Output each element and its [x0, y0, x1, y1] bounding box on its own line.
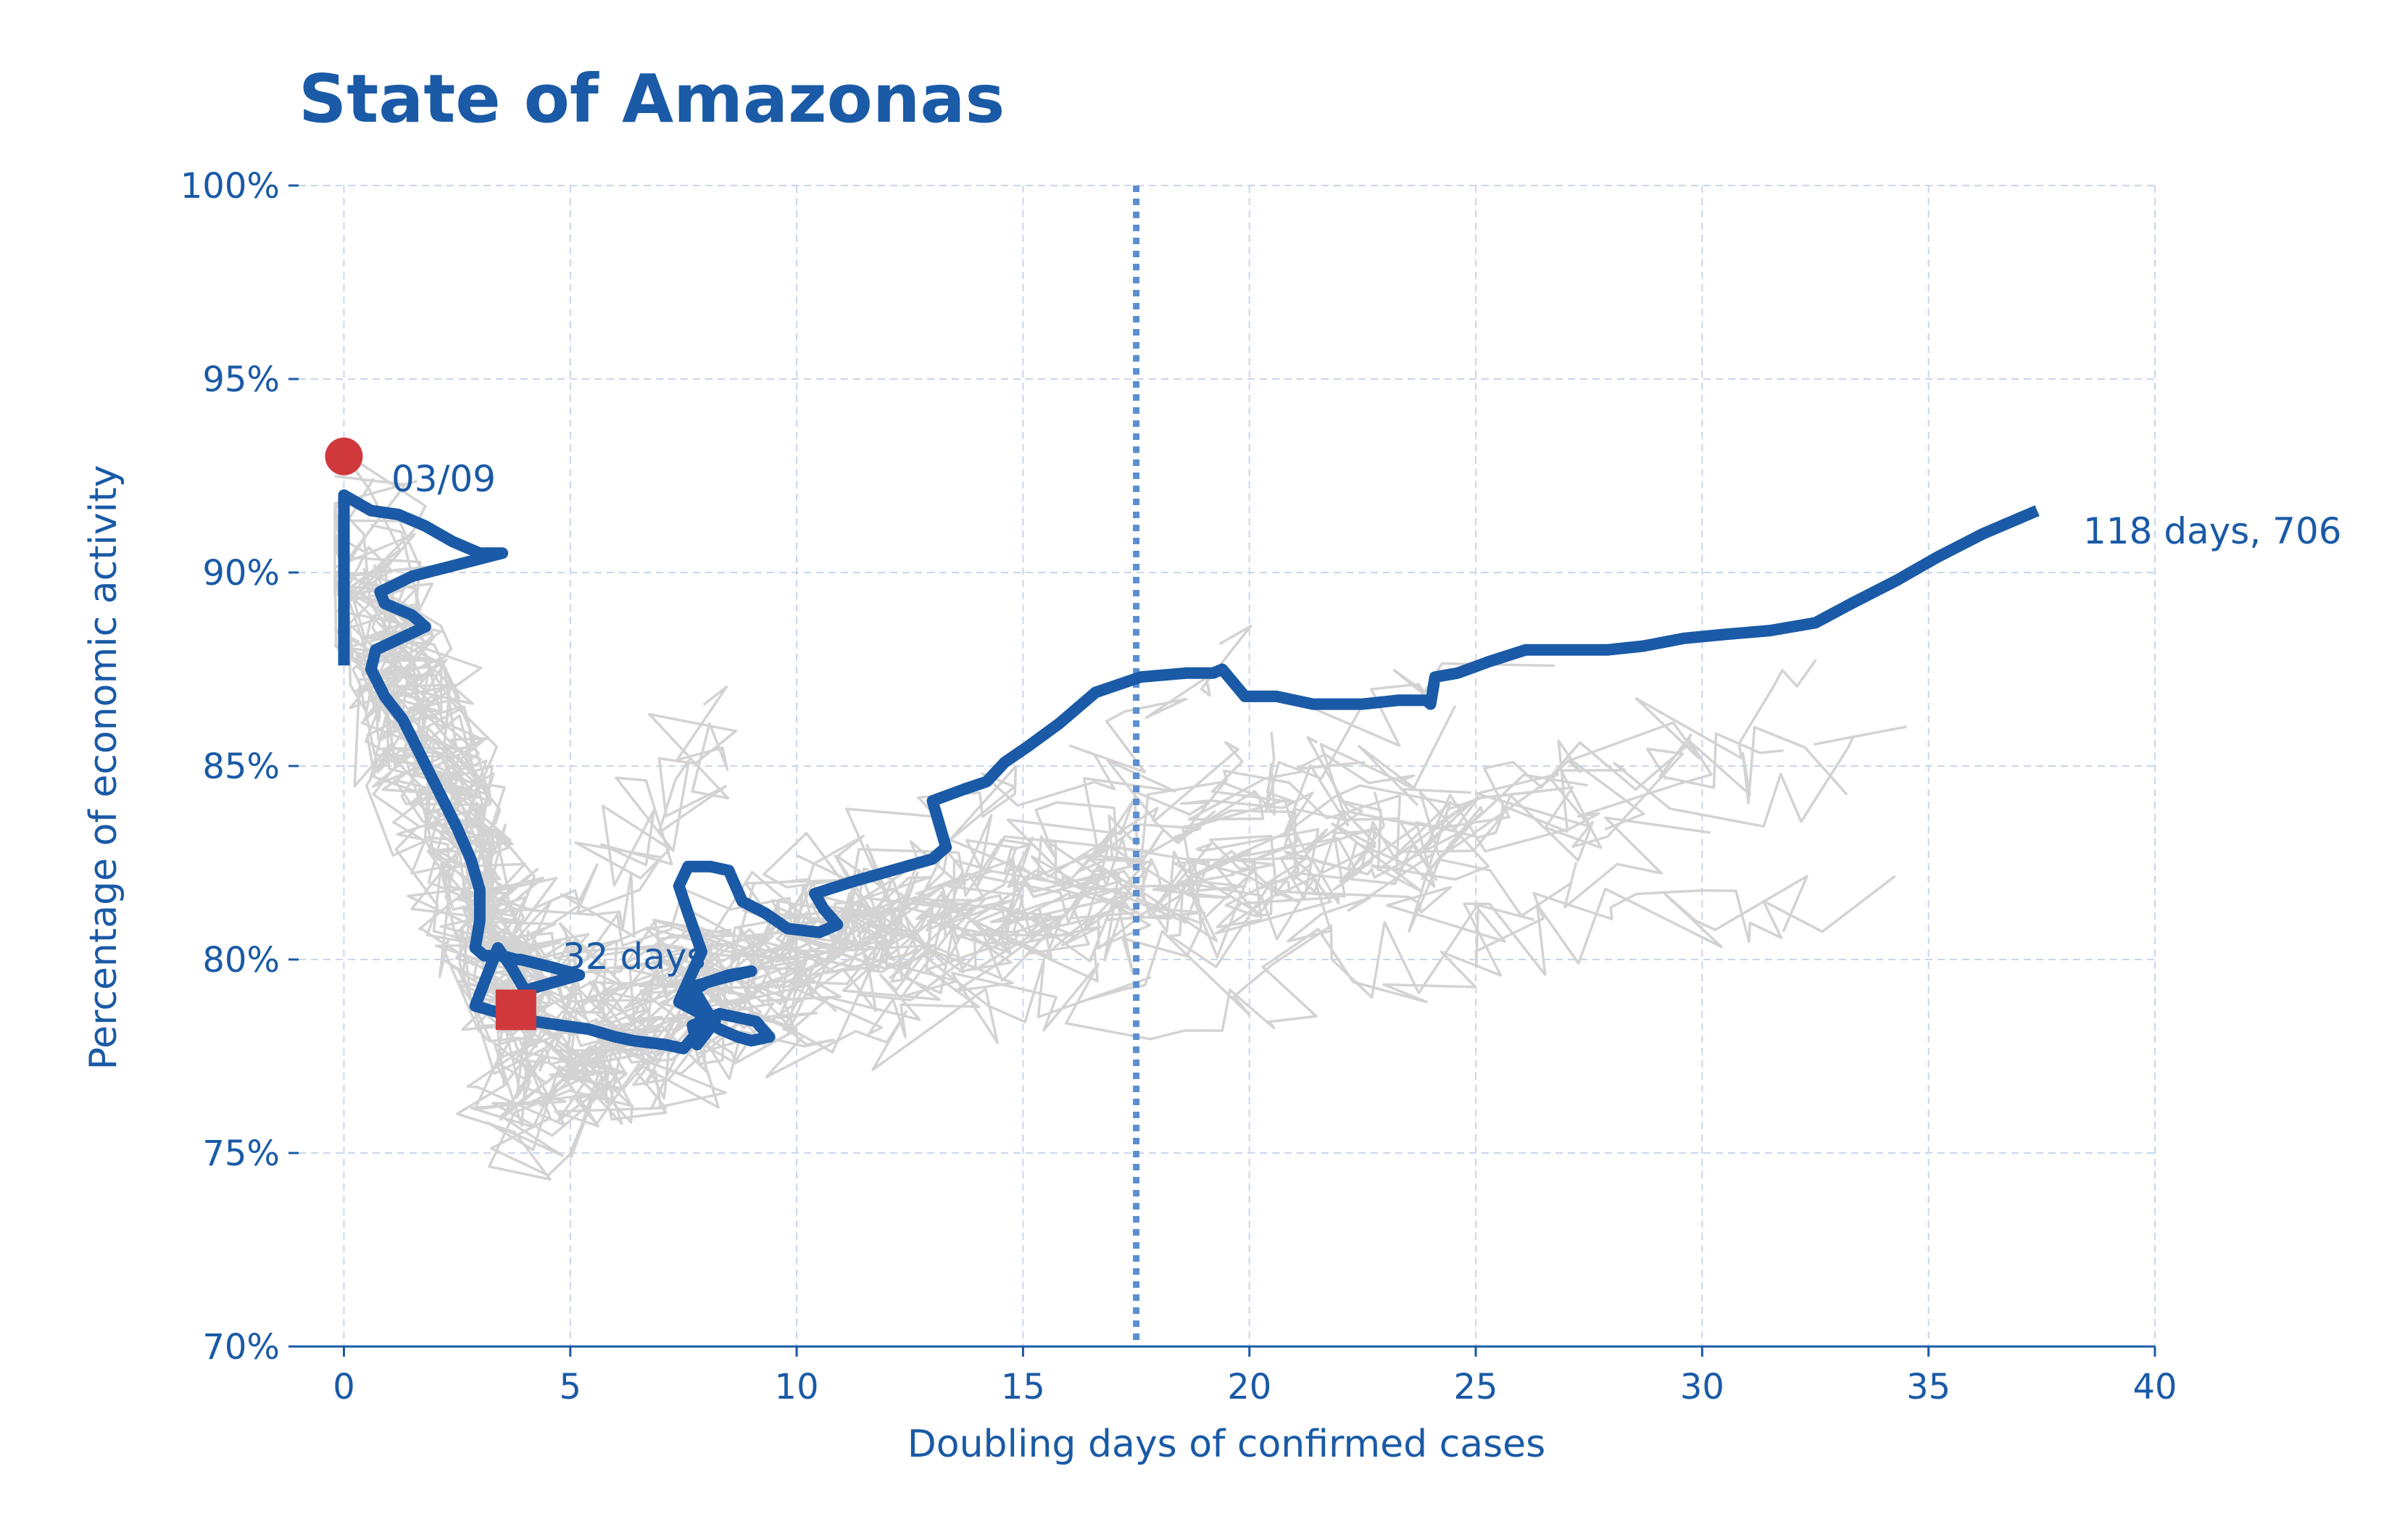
background-series-line: [344, 564, 848, 1157]
highlight-series-group: [338, 489, 2040, 1054]
x-tick-label: 0: [333, 1367, 355, 1407]
x-tick-label: 40: [2132, 1367, 2177, 1407]
grid-lines: [299, 185, 2156, 1347]
background-series-line: [334, 533, 1817, 1137]
annotation-end-days: 118 days, 706: [2083, 510, 2342, 552]
tick-labels: 0 5 10 15 20 25 30 35 40 70% 75% 80% 85% 90% 95% 100%: [180, 166, 2177, 1407]
y-tick-label: 90%: [202, 553, 280, 594]
x-tick-label: 5: [560, 1367, 582, 1407]
x-axis-label: Doubling days of confirmed cases: [907, 1423, 1546, 1466]
y-tick-label: 95%: [202, 359, 280, 400]
annotation-mid-days: 32 days: [562, 936, 706, 978]
y-tick-label: 80%: [202, 940, 280, 981]
background-series-line: [333, 475, 1555, 1121]
y-tick-label: 85%: [202, 746, 280, 787]
y-tick-label: 75%: [202, 1133, 280, 1174]
y-axis-label: Percentage of economic activity: [82, 465, 125, 1070]
x-tick-label: 25: [1454, 1367, 1498, 1407]
x-tick-label: 20: [1227, 1367, 1271, 1407]
y-tick-label: 100%: [180, 166, 280, 207]
background-series-line: [361, 589, 1896, 1057]
background-series-line: [333, 543, 1808, 1091]
x-tick-label: 30: [1680, 1367, 1724, 1407]
x-tick-label: 10: [775, 1367, 819, 1407]
chart-title: State of Amazonas: [299, 60, 1005, 138]
mid-marker: [495, 989, 536, 1031]
y-tick-label: 70%: [202, 1327, 280, 1368]
markers: [325, 437, 536, 1031]
background-series-line: [348, 637, 1645, 1047]
axes: [288, 184, 2156, 1357]
background-series-line: [346, 478, 1480, 1047]
background-series: [333, 441, 1907, 1181]
x-tick-label: 15: [1001, 1367, 1045, 1407]
annotation-start-date: 03/09: [391, 458, 496, 500]
background-series-line: [361, 523, 1848, 998]
background-series-line: [333, 507, 1399, 1181]
highlight-series-line: [338, 489, 2040, 1054]
start-marker: [325, 437, 363, 475]
x-tick-label: 35: [1906, 1367, 1951, 1407]
